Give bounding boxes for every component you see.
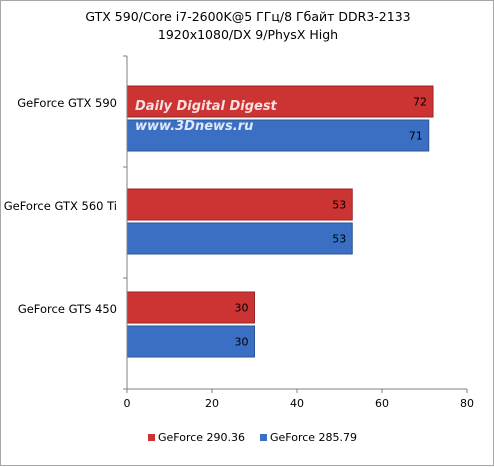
bar-geforce-gts-450-series-1	[126, 291, 255, 324]
category-label-geforce-gts-450: GeForce GTS 450	[18, 302, 117, 316]
legend-label-2: GeForce 285.79	[270, 431, 357, 444]
x-tick-label: 20	[205, 397, 219, 410]
bar-geforce-gtx-560-ti-series-1	[126, 188, 353, 221]
bar-geforce-gtx-590-series-1	[126, 85, 434, 118]
data-label: 71	[409, 130, 423, 143]
data-label: 53	[332, 233, 346, 246]
category-labels: GeForce GTX 590 GeForce GTX 560 Ti GeForce…	[4, 96, 117, 316]
legend-swatch-2	[260, 434, 267, 441]
data-label: 30	[235, 336, 249, 349]
legend-label-1: GeForce 290.36	[158, 431, 245, 444]
bars: 72 71 53 53 30 30	[126, 85, 434, 358]
legend: GeForce 290.36 GeForce 285.79	[148, 431, 357, 444]
category-label-geforce-gtx-560-ti: GeForce GTX 560 Ti	[4, 199, 117, 213]
watermark-line-1: Daily Digital Digest	[135, 99, 278, 114]
chart-title: GTX 590/Core i7-2600K@5 ГГц/8 Гбайт DDR3…	[85, 9, 410, 24]
category-label-geforce-gtx-590: GeForce GTX 590	[17, 96, 117, 110]
bar-geforce-gts-450-series-2	[126, 325, 255, 358]
watermark: Daily Digital Digest www.3Dnews.ru	[135, 99, 278, 134]
watermark-line-2: www.3Dnews.ru	[135, 119, 253, 134]
bar-geforce-gtx-590-series-2	[126, 119, 430, 152]
legend-swatch-1	[148, 434, 155, 441]
x-tick-label: 40	[290, 397, 304, 410]
chart-subtitle: 1920x1080/DX 9/PhysX High	[158, 27, 338, 42]
x-tick-label: 60	[375, 397, 389, 410]
bar-geforce-gtx-560-ti-series-2	[126, 222, 353, 255]
data-label: 53	[332, 199, 346, 212]
x-tick-label: 0	[124, 397, 131, 410]
data-label: 30	[235, 302, 249, 315]
data-label: 72	[413, 96, 427, 109]
x-tick-label: 80	[460, 397, 474, 410]
x-axis: 0 20 40 60 80	[123, 55, 474, 410]
